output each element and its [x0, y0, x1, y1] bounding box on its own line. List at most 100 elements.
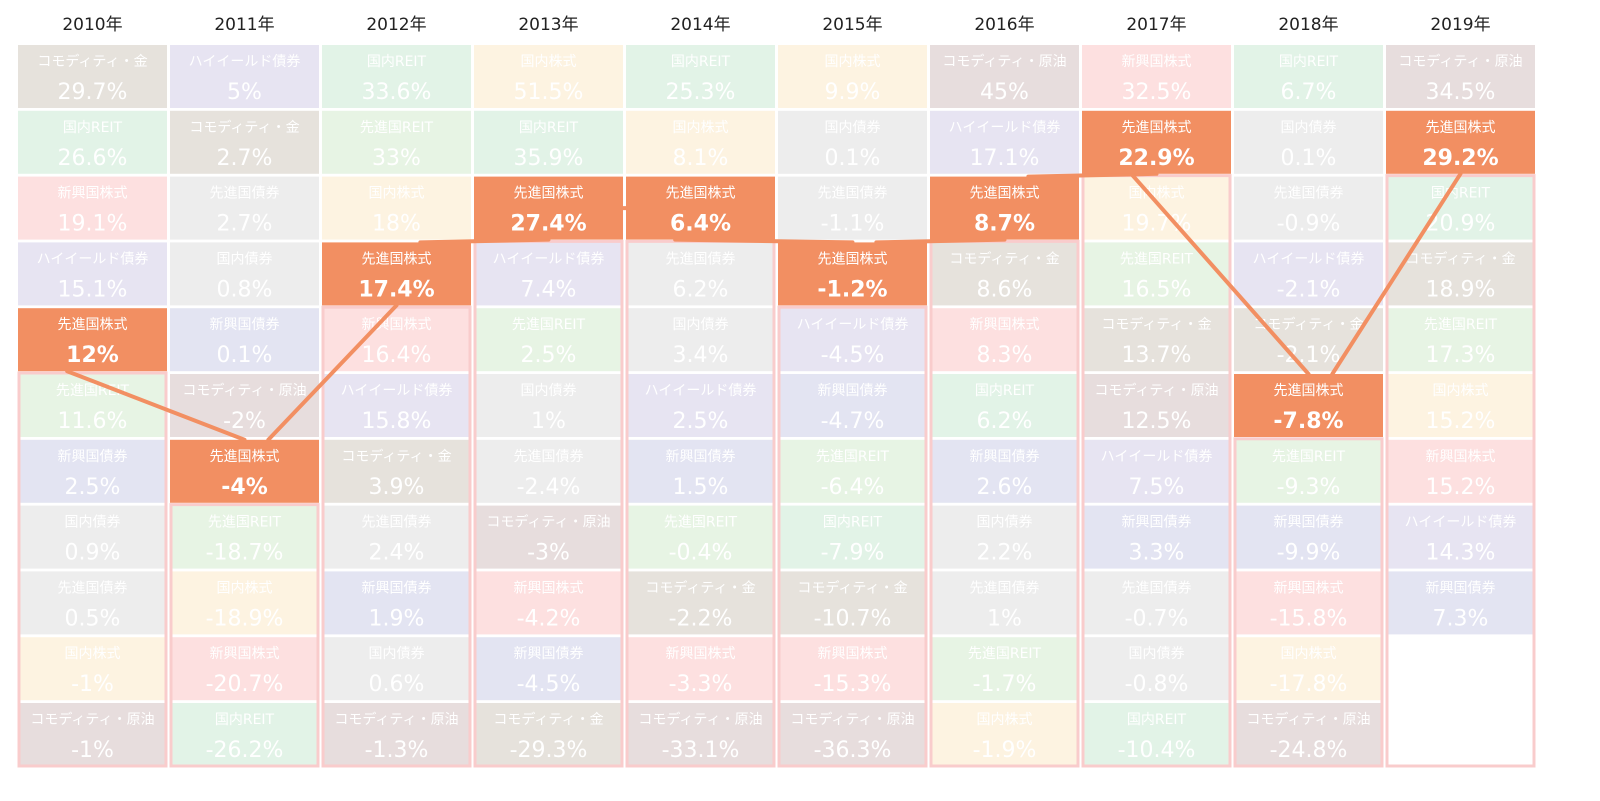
return-value: -2.2% [669, 606, 733, 631]
asset-label: 国内REIT [823, 515, 883, 531]
return-value: 2.5% [521, 343, 577, 368]
ranking-cell: 先進国REIT -18.7% [170, 505, 319, 569]
highlight-cell: 先進国株式 27.4% [474, 176, 623, 240]
asset-label: 先進国株式 [362, 251, 432, 267]
ranking-cell: 国内REIT 33.6% [322, 45, 471, 108]
asset-label: 先進国REIT [1120, 251, 1194, 267]
ranking-cell: コモディティ・原油 -33.1% [626, 703, 775, 766]
cell-background [170, 637, 319, 701]
asset-label: ハイイールド債券 [341, 383, 453, 399]
column-outline [169, 503, 320, 768]
asset-label: 先進国株式 [210, 449, 280, 465]
highlight-cell: 先進国株式 6.4% [626, 176, 775, 240]
asset-label: コモディティ・金 [1405, 250, 1515, 267]
cell-background [474, 505, 623, 569]
asset-label: 国内REIT [63, 120, 123, 136]
return-value: 17.3% [1426, 343, 1496, 368]
asset-label: 新興国株式 [818, 646, 888, 662]
asset-label: コモディティ・金 [645, 579, 755, 596]
ranking-cell: コモディティ・原油 34.5% [1386, 45, 1535, 108]
cell-background [1386, 374, 1535, 437]
cell-background [18, 45, 167, 108]
return-value: -17.8% [1270, 672, 1348, 697]
trend-line-segment [65, 369, 247, 442]
ranking-cell: ハイイールド債券 5% [170, 45, 319, 108]
asset-label: 先進国債券 [514, 449, 584, 465]
cell-background [626, 439, 775, 503]
asset-label: 国内株式 [217, 580, 273, 596]
asset-label: ハイイールド債券 [1405, 515, 1517, 531]
trend-line-segment [1026, 171, 1159, 179]
return-value: -24.8% [1270, 738, 1348, 763]
trend-line-segment [874, 237, 1007, 245]
return-value: 12% [66, 343, 119, 368]
cell-background [778, 176, 927, 240]
ranking-cell: 国内株式 9.9% [778, 45, 927, 108]
return-value: -7.8% [1273, 409, 1343, 434]
asset-label: 新興国株式 [1274, 580, 1344, 596]
ranking-cell: ハイイールド債券 -2.1% [1234, 242, 1383, 306]
ranking-cell: 国内債券 0.1% [778, 110, 927, 174]
return-value: 0.6% [369, 672, 425, 697]
cell-background [778, 571, 927, 635]
asset-label: 先進国株式 [666, 186, 736, 202]
cell-background [1234, 110, 1383, 174]
ranking-cell: 新興国債券 0.1% [170, 308, 319, 372]
highlight-cell: 先進国株式 12% [18, 308, 167, 372]
return-value: 17.1% [970, 146, 1040, 171]
asset-label: 先進国株式 [58, 317, 128, 333]
cell-background [1234, 374, 1383, 437]
asset-label: コモディティ・原油 [790, 711, 914, 728]
cell-background [322, 242, 471, 306]
return-value: -15.3% [814, 672, 892, 697]
return-value: -9.9% [1277, 541, 1341, 566]
cell-background [1082, 439, 1231, 503]
return-value: -0.7% [1125, 606, 1189, 631]
cell-background [930, 176, 1079, 240]
ranking-cell: 国内REIT 26.6% [18, 110, 167, 174]
asset-label: 先進国REIT [1424, 317, 1498, 333]
ranking-cell: 新興国株式 19.1% [18, 176, 167, 240]
trend-line-segment [673, 237, 855, 245]
ranking-cell: 先進国REIT 2.5% [474, 308, 623, 372]
cell-background [1082, 374, 1231, 437]
return-value: 2.7% [217, 146, 273, 171]
return-value: -10.4% [1118, 738, 1196, 763]
cell-background [778, 45, 927, 108]
asset-label: 先進国債券 [666, 251, 736, 267]
ranking-cell: ハイイールド債券 14.3% [1386, 505, 1535, 569]
return-value: -33.1% [662, 738, 740, 763]
cell-background [930, 637, 1079, 701]
asset-label: コモディティ・金 [189, 119, 299, 136]
ranking-cell: コモディティ・金 2.7% [170, 110, 319, 174]
return-value: 12.5% [1122, 409, 1192, 434]
asset-label: 新興国債券 [58, 449, 128, 465]
asset-label: 国内株式 [673, 120, 729, 136]
cell-background [474, 176, 623, 240]
highlight-cell: 先進国株式 22.9% [1082, 110, 1231, 174]
cell-background [170, 505, 319, 569]
return-value: 2.5% [673, 409, 729, 434]
cell-background [322, 439, 471, 503]
cell-background [1234, 176, 1383, 240]
cell-background [626, 374, 775, 437]
asset-label: 先進国債券 [970, 580, 1040, 596]
return-value: 7.5% [1129, 475, 1185, 500]
asset-label: 国内債券 [673, 317, 729, 333]
cell-background [170, 176, 319, 240]
year-headers: 2010年 2011年 2012年 2013年 2014年 2015年 2016年 2017年… [62, 15, 1490, 35]
cell-background [170, 45, 319, 108]
return-value: 2.7% [217, 212, 273, 237]
return-value: -1% [71, 738, 114, 763]
return-value: -1.2% [817, 277, 887, 302]
cell-background [930, 45, 1079, 108]
cell-background [474, 110, 623, 174]
highlight-cell: 先進国株式 29.2% [1386, 110, 1535, 174]
asset-label: 国内REIT [1431, 186, 1491, 202]
ranking-cell: コモディティ・金 29.7% [18, 45, 167, 108]
ranking-cell: 国内債券 0.1% [1234, 110, 1383, 174]
return-value: 34.5% [1426, 80, 1496, 105]
cell-background [18, 308, 167, 372]
cell-background [1386, 505, 1535, 569]
